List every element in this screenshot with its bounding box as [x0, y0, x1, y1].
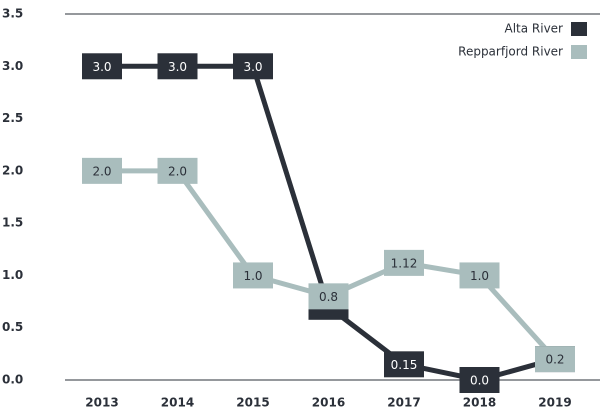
line — [102, 63, 556, 383]
x-tick-label: 2019 — [538, 396, 571, 410]
value-box — [459, 262, 500, 289]
value-label: 0.8 — [319, 290, 338, 304]
x-tick-label: 2018 — [463, 396, 496, 410]
value-label: 1.12 — [391, 256, 418, 270]
value-label: 1.0 — [243, 269, 262, 283]
y-tick-label: 0.0 — [2, 373, 23, 387]
value-label: 3.0 — [92, 60, 111, 74]
y-tick-label: 3.0 — [2, 59, 23, 73]
y-tick-label: 2.5 — [2, 111, 23, 125]
y-tick-label: 1.5 — [2, 216, 23, 230]
value-box — [157, 53, 198, 80]
value-label: 0.15 — [391, 358, 418, 372]
value-label: 0.0 — [470, 374, 489, 388]
y-tick-label: 0.5 — [2, 320, 23, 334]
y-tick-label: 1.0 — [2, 268, 23, 282]
value-label: 0.2 — [545, 353, 564, 367]
x-tick-label: 2016 — [312, 396, 345, 410]
value-label: 2.0 — [168, 164, 187, 178]
y-tick-label: 3.5 — [2, 7, 23, 21]
value-box — [459, 367, 500, 393]
value-label: 3.0 — [243, 60, 262, 74]
legend-swatch — [571, 45, 587, 59]
legend-label: Alta River — [504, 22, 563, 36]
value-box — [384, 249, 424, 276]
value-box — [157, 157, 198, 184]
value-label: 2.0 — [92, 164, 111, 178]
x-tick-label: 2017 — [387, 396, 420, 410]
legend-label: Repparfjord River — [458, 45, 563, 59]
value-box — [535, 346, 575, 373]
value-box — [233, 53, 273, 80]
value-label: 1.0 — [470, 269, 489, 283]
value-box — [233, 262, 273, 289]
value-box — [384, 351, 424, 378]
legend-swatch — [571, 22, 587, 36]
y-tick-label: 2.0 — [2, 163, 23, 177]
x-tick-label: 2015 — [236, 396, 269, 410]
value-box — [308, 283, 349, 310]
value-box — [82, 53, 122, 80]
value-box — [82, 157, 122, 184]
x-tick-label: 2013 — [85, 396, 118, 410]
x-tick-label: 2014 — [161, 396, 194, 410]
value-label: 3.0 — [168, 60, 187, 74]
